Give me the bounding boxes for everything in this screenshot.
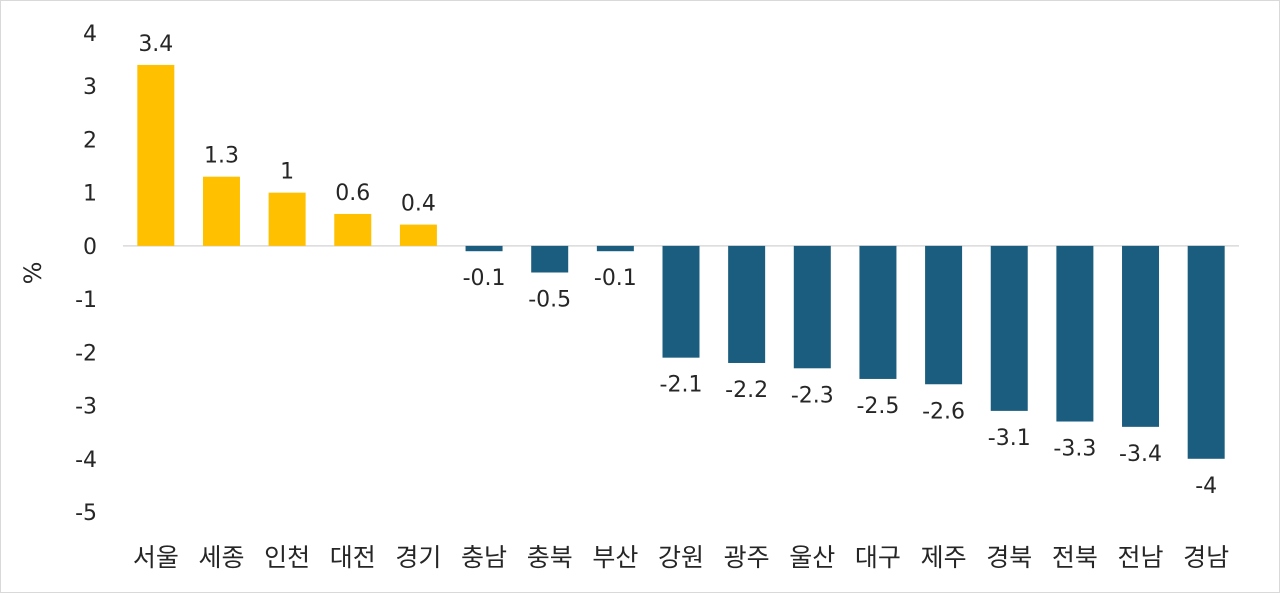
category-label: 부산 [592, 543, 638, 572]
y-axis-ticks: 4 3 2 1 0 -1 -2 -3 -4 -5 [75, 22, 97, 526]
data-label: 1 [280, 160, 294, 185]
data-label: -2.6 [922, 399, 965, 424]
y-tick-label: -3 [75, 395, 97, 420]
data-label: -0.1 [463, 266, 506, 291]
y-tick-label: 1 [83, 182, 97, 207]
y-tick-label: -4 [75, 448, 97, 473]
data-label: -0.5 [528, 288, 571, 313]
bar [662, 245, 700, 358]
category-label: 울산 [789, 543, 835, 572]
y-tick-label: -2 [75, 341, 97, 366]
data-label: 0.4 [401, 192, 436, 217]
data-label: -3.3 [1053, 437, 1096, 462]
bar [990, 245, 1028, 411]
category-label: 전북 [1052, 543, 1098, 572]
data-labels: 3.4 1.3 1 0.6 0.4 -0.1 -0.5 -0.1 -2.1 -2.2 -2.3 -2.… [138, 32, 1217, 499]
data-label: -2.1 [660, 373, 703, 398]
y-axis-label: % [19, 262, 47, 285]
category-label: 대전 [330, 543, 376, 572]
y-tick-label: -1 [75, 288, 97, 313]
y-tick-label: 2 [83, 128, 97, 153]
bar [531, 245, 569, 273]
y-tick-label: 3 [83, 75, 97, 100]
y-tick-label: -5 [75, 501, 97, 526]
bar [596, 245, 634, 252]
category-label: 광주 [724, 543, 770, 572]
bar [399, 224, 437, 246]
bar [1187, 245, 1225, 459]
data-label: -3.1 [988, 426, 1031, 451]
bar [465, 245, 503, 252]
bar [334, 213, 372, 246]
bars [137, 64, 1225, 459]
bar [202, 176, 240, 246]
bar [1122, 245, 1160, 427]
bar [793, 245, 831, 369]
category-label: 강원 [658, 543, 704, 572]
category-label: 전남 [1118, 543, 1164, 572]
category-label: 충남 [461, 543, 507, 572]
data-label: -2.5 [856, 394, 899, 419]
data-label: -2.2 [725, 378, 768, 403]
data-label: -0.1 [594, 266, 637, 291]
category-label: 경남 [1183, 543, 1229, 572]
bar [728, 245, 766, 363]
category-label: 인천 [264, 543, 310, 572]
category-label: 서울 [133, 543, 179, 572]
category-label: 제주 [921, 543, 967, 572]
data-label: 1.3 [204, 144, 239, 169]
category-label: 대구 [855, 543, 901, 572]
data-label: 0.6 [335, 181, 370, 206]
data-label: -2.3 [791, 383, 834, 408]
data-label: -3.4 [1119, 442, 1162, 467]
data-label: -4 [1195, 474, 1217, 499]
bar [859, 245, 897, 379]
y-tick-label: 0 [83, 235, 97, 260]
category-label: 충북 [527, 543, 573, 572]
bar [137, 64, 175, 246]
bar [268, 192, 306, 246]
bar [1056, 245, 1094, 422]
y-tick-label: 4 [83, 22, 97, 47]
category-label: 경기 [395, 543, 441, 572]
category-label: 경북 [986, 543, 1032, 572]
data-label: 3.4 [138, 32, 173, 57]
bar [925, 245, 963, 385]
category-label: 세종 [198, 543, 244, 572]
category-labels: 서울 세종 인천 대전 경기 충남 충북 부산 강원 광주 울산 대구 제주 경북 전북 전남 경남 [133, 543, 1229, 572]
